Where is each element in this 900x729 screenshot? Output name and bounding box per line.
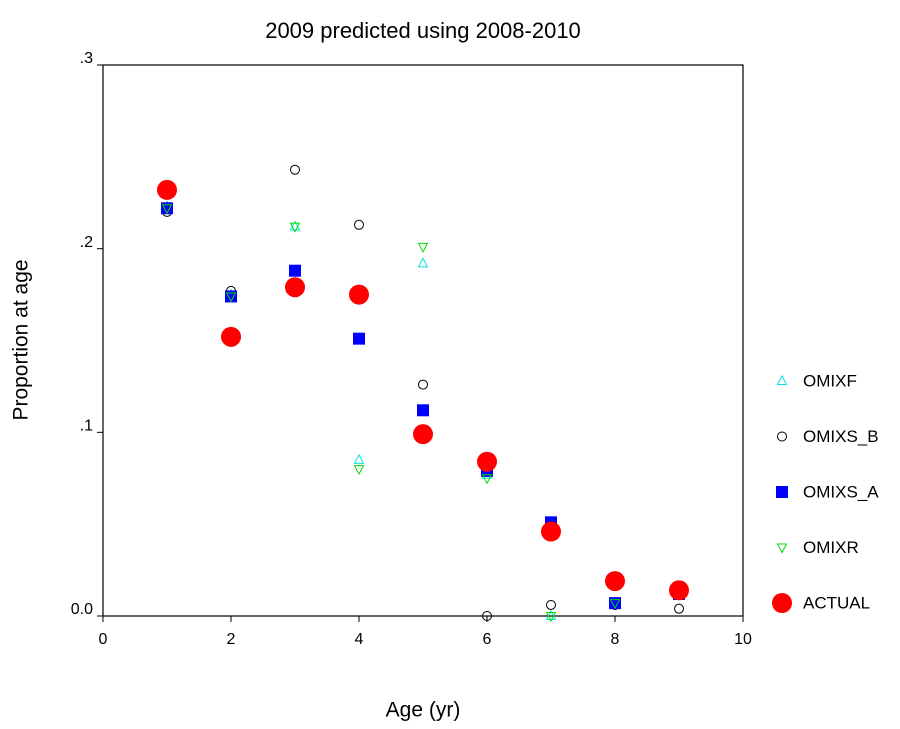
point: [609, 599, 621, 610]
point: [481, 474, 493, 485]
chart-title: 2009 predicted using 2008-2010: [265, 18, 581, 43]
point: [161, 204, 173, 215]
legend-label: OMIXF: [803, 371, 857, 390]
legend-label: OMIXS_B: [803, 427, 879, 446]
point: [225, 292, 237, 303]
point: [545, 612, 557, 623]
legend-marker: [772, 593, 792, 613]
point: [669, 580, 689, 601]
y-axis-label: Proportion at age: [10, 259, 33, 420]
point: [417, 242, 429, 253]
point: [289, 220, 301, 231]
legend-marker: [776, 374, 788, 385]
point: [157, 179, 177, 200]
point: [285, 277, 305, 298]
point: [674, 603, 684, 614]
y-tick-label: 0.0: [71, 601, 93, 618]
y-tick-label: .2: [80, 234, 93, 251]
point: [417, 257, 429, 268]
legend-label: OMIXR: [803, 538, 859, 557]
point: [418, 379, 428, 390]
legend-marker: [777, 431, 787, 442]
y-tick-label: .1: [80, 418, 93, 435]
x-tick-label: 4: [355, 631, 364, 648]
x-tick-label: 6: [483, 631, 492, 648]
point: [221, 326, 241, 347]
point: [349, 284, 369, 305]
point: [545, 609, 557, 620]
point: [353, 332, 365, 345]
x-tick-label: 10: [734, 631, 752, 648]
x-tick-label: 8: [611, 631, 620, 648]
x-tick-label: 0: [99, 631, 108, 648]
x-axis-label: Age (yr): [386, 699, 461, 722]
point: [413, 424, 433, 445]
point: [289, 264, 301, 277]
plot-frame: [102, 64, 744, 617]
point: [353, 465, 365, 476]
point: [417, 404, 429, 417]
legend-marker: [776, 486, 788, 498]
legend-label: ACTUAL: [803, 593, 870, 612]
point: [290, 164, 300, 175]
point: [353, 453, 365, 464]
point: [546, 599, 556, 610]
legend-marker: [776, 543, 788, 554]
point: [541, 521, 561, 542]
point: [482, 611, 492, 621]
point: [477, 451, 497, 472]
point: [289, 222, 301, 233]
x-tick-label: 2: [227, 631, 236, 648]
legend-label: OMIXS_A: [803, 482, 879, 501]
y-tick-label: .3: [80, 50, 93, 67]
point: [354, 219, 364, 230]
point: [605, 571, 625, 592]
